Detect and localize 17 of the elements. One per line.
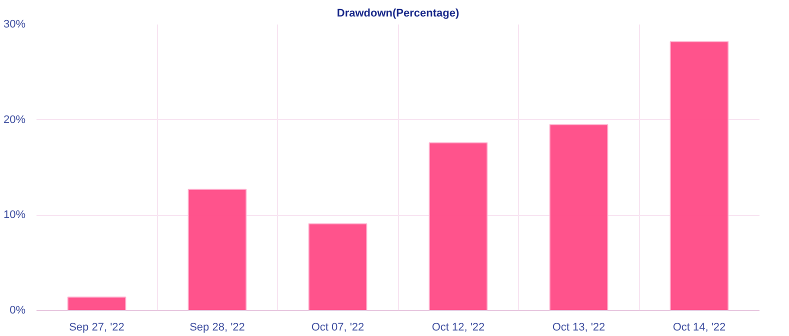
bar xyxy=(670,41,729,310)
x-tick-label: Sep 27, '22 xyxy=(69,322,124,334)
bar xyxy=(188,188,247,310)
chart-title: Drawdown(Percentage) xyxy=(336,8,460,20)
x-tick-label: Oct 13, '22 xyxy=(552,322,606,334)
x-tick-label: Oct 14, '22 xyxy=(672,322,726,334)
bar xyxy=(549,124,608,310)
bar xyxy=(67,296,126,310)
y-tick-label: 10% xyxy=(3,209,26,222)
bar xyxy=(308,223,368,310)
y-tick-label: 20% xyxy=(3,114,26,126)
x-tick-label: Sep 28, '22 xyxy=(190,322,245,334)
x-tick-label: Oct 12, '22 xyxy=(432,322,485,334)
y-tick-label: 0% xyxy=(10,304,26,316)
bar xyxy=(428,142,488,310)
y-tick-label: 30% xyxy=(3,18,26,30)
x-tick-label: Oct 07, '22 xyxy=(311,322,364,334)
